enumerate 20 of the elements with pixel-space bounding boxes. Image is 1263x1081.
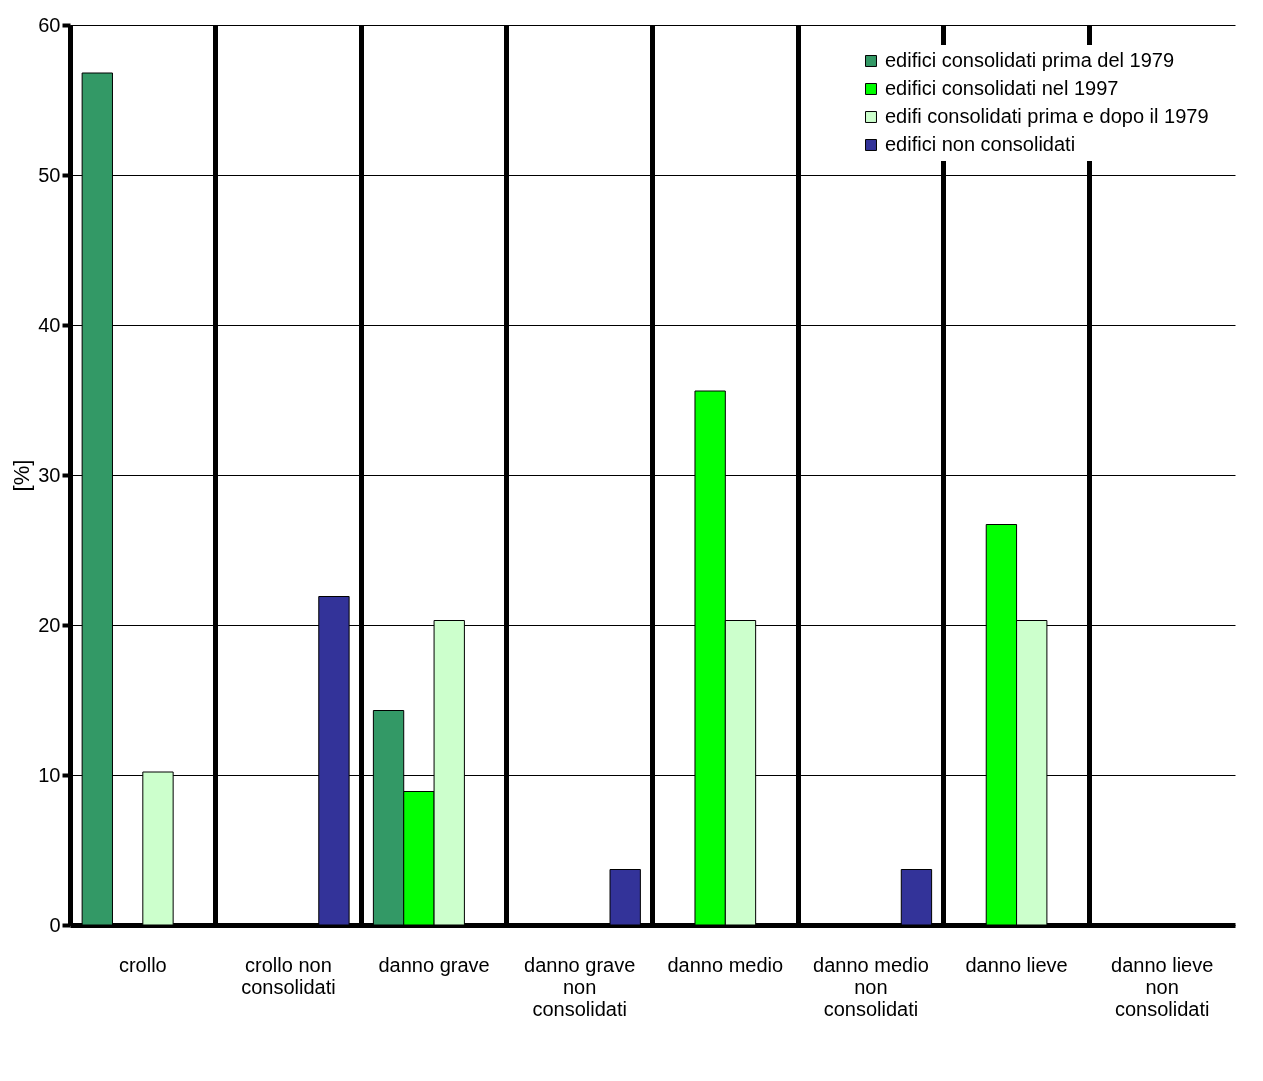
x-tick-label: crollo non consolidati [241,953,336,998]
y-tick-label: 40 [38,313,61,336]
y-axis-title: [%] [9,459,35,492]
legend-label: edifici consolidati nel 1997 [885,77,1119,99]
y-tick-label: 50 [38,163,61,186]
x-tick-label: danno medio [667,953,784,976]
y-tick-label: 10 [38,763,61,786]
legend-label: edifi consolidati prima e dopo il 1979 [885,105,1209,127]
x-tick-label: danno medio non consolidati [813,953,929,1020]
x-tick-label: crollo [118,953,167,976]
y-tick-label: 60 [38,13,61,36]
x-tick-label: danno lieve non consolidati [1111,953,1214,1020]
legend-label: edifici consolidati prima del 1979 [885,49,1175,71]
x-tick-label: danno lieve [965,953,1068,976]
y-tick-label: 30 [38,463,61,486]
y-tick-label: 0 [49,913,61,936]
x-tick-label: danno grave [378,953,490,976]
x-tick-label: danno grave non consolidati [524,953,636,1020]
legend-label: edifici non consolidati [885,133,1076,155]
y-tick-label: 20 [38,613,61,636]
